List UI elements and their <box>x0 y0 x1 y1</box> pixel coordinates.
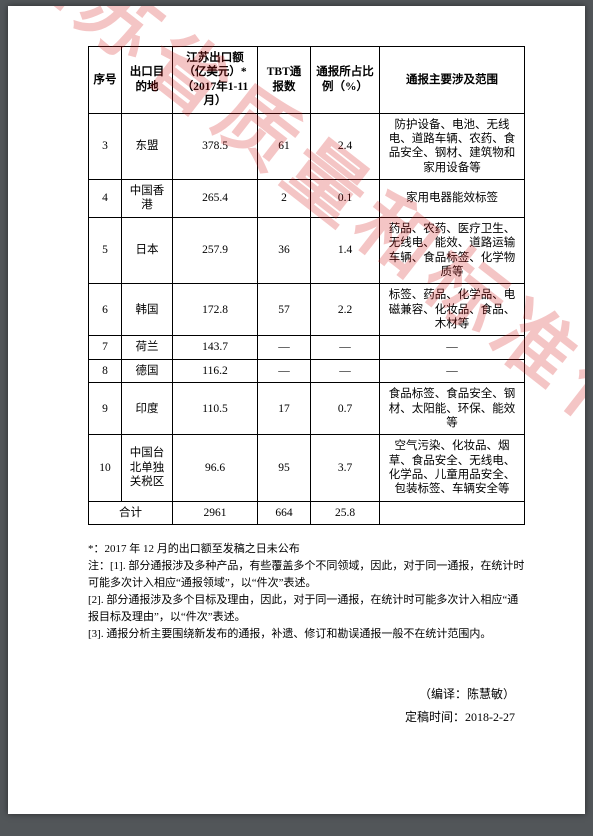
document-page: 序号 出口目的地 江苏出口额（亿美元）*（2017年1-11月） TBT通报数 … <box>8 6 585 814</box>
table-row: 4中国香港265.420.1家用电器能效标签 <box>89 180 525 218</box>
cell-pct: 1.4 <box>311 217 380 284</box>
cell-idx: 10 <box>89 435 122 502</box>
cell-dest: 德国 <box>122 359 173 382</box>
cell-tbt: 2 <box>258 180 311 218</box>
cell-pct: — <box>311 336 380 359</box>
cell-export: 116.2 <box>173 359 258 382</box>
table-body: 3东盟378.5612.4防护设备、电池、无线电、道路车辆、农药、食品安全、钢材… <box>89 113 525 525</box>
cell-pct: 3.7 <box>311 435 380 502</box>
th-dest: 出口目的地 <box>122 47 173 114</box>
cell-idx: 4 <box>89 180 122 218</box>
table-row: 6韩国172.8572.2标签、药品、化学品、电磁兼容、化妆品、食品、木材等 <box>89 284 525 336</box>
cell-export: 110.5 <box>173 383 258 435</box>
cell-export: 265.4 <box>173 180 258 218</box>
cell-total-label: 合计 <box>89 501 173 524</box>
cell-total-desc <box>380 501 525 524</box>
cell-desc: — <box>380 359 525 382</box>
cell-export: 257.9 <box>173 217 258 284</box>
export-table: 序号 出口目的地 江苏出口额（亿美元）*（2017年1-11月） TBT通报数 … <box>88 46 525 525</box>
table-row: 3东盟378.5612.4防护设备、电池、无线电、道路车辆、农药、食品安全、钢材… <box>89 113 525 180</box>
cell-pct: 0.7 <box>311 383 380 435</box>
cell-desc: 空气污染、化妆品、烟草、食品安全、无线电、化学品、儿童用品安全、包装标签、车辆安… <box>380 435 525 502</box>
table-row: 7荷兰143.7——— <box>89 336 525 359</box>
cell-tbt: 17 <box>258 383 311 435</box>
footnote-block: *：2017 年 12 月的出口额至发稿之日未公布 注：[1]. 部分通报涉及多… <box>88 541 525 643</box>
table-row: 5日本257.9361.4药品、农药、医疗卫生、无线电、能效、道路运输车辆、食品… <box>89 217 525 284</box>
table-header-row: 序号 出口目的地 江苏出口额（亿美元）*（2017年1-11月） TBT通报数 … <box>89 47 525 114</box>
credit-author: （编译：陈慧敏） <box>88 683 515 706</box>
cell-tbt: — <box>258 359 311 382</box>
table-row: 8德国116.2——— <box>89 359 525 382</box>
cell-idx: 8 <box>89 359 122 382</box>
page-content: 序号 出口目的地 江苏出口额（亿美元）*（2017年1-11月） TBT通报数 … <box>8 6 585 769</box>
cell-tbt: 95 <box>258 435 311 502</box>
table-row: 10中国台北单独关税区96.6953.7空气污染、化妆品、烟草、食品安全、无线电… <box>89 435 525 502</box>
credit-block: （编译：陈慧敏） 定稿时间：2018-2-27 <box>88 683 525 729</box>
footnote-1: 注：[1]. 部分通报涉及多种产品，有些覆盖多个不同领域，因此，对于同一通报，在… <box>88 558 525 592</box>
cell-desc: 标签、药品、化学品、电磁兼容、化妆品、食品、木材等 <box>380 284 525 336</box>
cell-desc: 药品、农药、医疗卫生、无线电、能效、道路运输车辆、食品标签、化学物质等 <box>380 217 525 284</box>
table-total-row: 合计296166425.8 <box>89 501 525 524</box>
th-tbt: TBT通报数 <box>258 47 311 114</box>
th-idx: 序号 <box>89 47 122 114</box>
cell-dest: 印度 <box>122 383 173 435</box>
cell-pct: 2.4 <box>311 113 380 180</box>
cell-pct: — <box>311 359 380 382</box>
cell-total-pct: 25.8 <box>311 501 380 524</box>
credit-date: 定稿时间：2018-2-27 <box>88 706 515 729</box>
cell-dest: 中国台北单独关税区 <box>122 435 173 502</box>
cell-dest: 日本 <box>122 217 173 284</box>
cell-pct: 2.2 <box>311 284 380 336</box>
footnote-3: [3]. 通报分析主要围绕新发布的通报，补遗、修订和勘误通报一般不在统计范围内。 <box>88 626 525 643</box>
th-desc: 通报主要涉及范围 <box>380 47 525 114</box>
cell-export: 143.7 <box>173 336 258 359</box>
cell-export: 96.6 <box>173 435 258 502</box>
table-row: 9印度110.5170.7食品标签、食品安全、钢材、太阳能、环保、能效等 <box>89 383 525 435</box>
cell-dest: 中国香港 <box>122 180 173 218</box>
cell-idx: 6 <box>89 284 122 336</box>
cell-idx: 5 <box>89 217 122 284</box>
cell-dest: 韩国 <box>122 284 173 336</box>
cell-export: 172.8 <box>173 284 258 336</box>
cell-desc: 防护设备、电池、无线电、道路车辆、农药、食品安全、钢材、建筑物和家用设备等 <box>380 113 525 180</box>
cell-tbt: 57 <box>258 284 311 336</box>
cell-dest: 东盟 <box>122 113 173 180</box>
cell-dest: 荷兰 <box>122 336 173 359</box>
cell-tbt: 61 <box>258 113 311 180</box>
cell-tbt: 36 <box>258 217 311 284</box>
cell-tbt: — <box>258 336 311 359</box>
th-export: 江苏出口额（亿美元）*（2017年1-11月） <box>173 47 258 114</box>
cell-desc: 家用电器能效标签 <box>380 180 525 218</box>
cell-idx: 7 <box>89 336 122 359</box>
cell-total-export: 2961 <box>173 501 258 524</box>
cell-pct: 0.1 <box>311 180 380 218</box>
cell-idx: 9 <box>89 383 122 435</box>
cell-desc: 食品标签、食品安全、钢材、太阳能、环保、能效等 <box>380 383 525 435</box>
footnote-star: *：2017 年 12 月的出口额至发稿之日未公布 <box>88 541 525 558</box>
cell-idx: 3 <box>89 113 122 180</box>
cell-desc: — <box>380 336 525 359</box>
cell-total-tbt: 664 <box>258 501 311 524</box>
th-pct: 通报所占比例（%） <box>311 47 380 114</box>
footnote-2: [2]. 部分通报涉及多个目标及理由，因此，对于同一通报，在统计时可能多次计入相… <box>88 592 525 626</box>
cell-export: 378.5 <box>173 113 258 180</box>
